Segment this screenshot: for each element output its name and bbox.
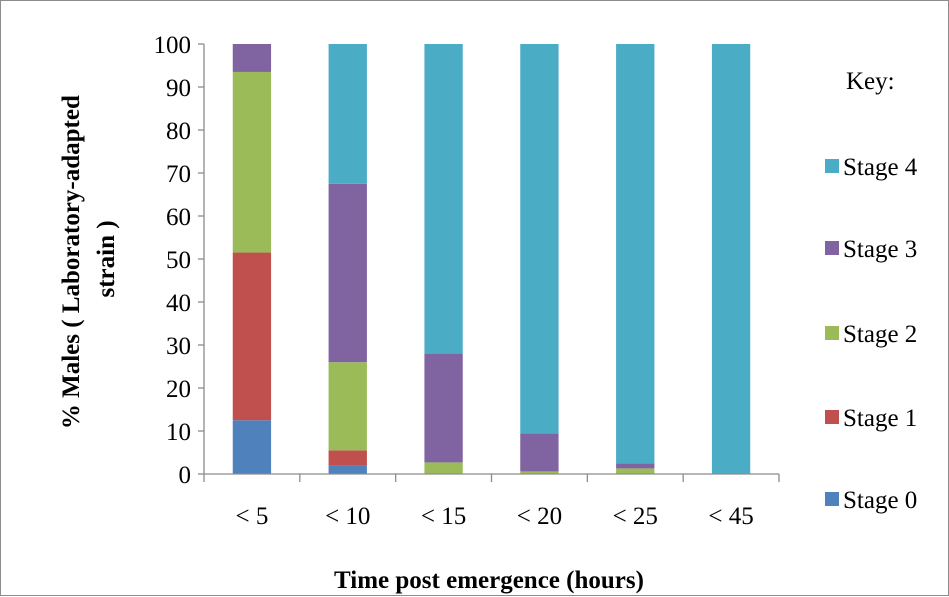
y-tick-label: 70 (166, 161, 191, 188)
bar-stage-0-cat-1 (328, 465, 367, 474)
legend-label-stage-1: Stage 1 (843, 405, 917, 432)
y-tick-label: 30 (166, 333, 191, 360)
bar-stage-4-cat-2 (424, 44, 463, 354)
bar-stage-0-cat-0 (232, 420, 272, 474)
bar-stage-3-cat-1 (328, 183, 367, 363)
legend-label-stage-3: Stage 3 (843, 236, 917, 263)
y-axis-title-line-2: strain ) (93, 220, 120, 297)
y-axis-title: % Males ( Laboratory-adapted strain ) (58, 89, 120, 429)
bar-stage-1-cat-0 (232, 252, 272, 421)
bar-stage-2-cat-2 (424, 462, 463, 474)
legend-swatch-stage-3 (825, 241, 839, 255)
bar-stage-3-cat-4 (616, 463, 655, 469)
bar-stage-3-cat-3 (520, 433, 559, 472)
bars-group (232, 44, 751, 474)
y-tick-label: 0 (179, 462, 192, 489)
legend-swatch-stage-4 (825, 159, 839, 173)
legend-label-stage-2: Stage 2 (843, 321, 917, 348)
x-tick-label: < 20 (517, 503, 562, 530)
bar-stage-4-cat-4 (616, 44, 655, 464)
bar-stage-1-cat-1 (328, 450, 367, 466)
legend-swatch-stage-1 (825, 410, 839, 424)
x-tick-label: < 5 (235, 503, 268, 530)
legend-title: Key: (846, 68, 895, 95)
legend-label-stage-0: Stage 0 (843, 487, 917, 514)
legend-label-stage-4: Stage 4 (843, 154, 918, 181)
legend: Key: Stage 4 Stage 3 Stage 2 Stage 1 Stage 0 (825, 68, 918, 514)
x-axis-title: Time post emergence (hours) (334, 567, 644, 594)
y-tick-label: 90 (166, 75, 191, 102)
y-tick-label: 50 (166, 247, 191, 274)
legend-swatch-stage-2 (825, 326, 839, 340)
y-axis-title-line-1: % Males ( Laboratory-adapted (58, 95, 85, 429)
bar-stage-3-cat-2 (424, 353, 463, 463)
x-tick-label: < 10 (325, 503, 370, 530)
bar-stage-3-cat-0 (232, 44, 272, 72)
axes-group (203, 44, 779, 475)
x-ticks-group: < 5 < 10 < 15 < 20 < 25 < 45 (203, 474, 780, 530)
y-tick-label: 100 (154, 32, 192, 59)
y-tick-label: 20 (166, 376, 191, 403)
x-tick-label: < 15 (421, 503, 466, 530)
bar-stage-2-cat-0 (232, 71, 272, 253)
x-tick-label: < 45 (708, 503, 753, 530)
y-ticks-group: 0 10 20 30 40 50 60 70 80 90 100 (154, 32, 204, 489)
bar-stage-2-cat-1 (328, 362, 367, 451)
y-tick-label: 10 (166, 419, 191, 446)
legend-swatch-stage-0 (825, 492, 839, 506)
bar-stage-2-cat-4 (616, 468, 655, 474)
y-tick-label: 60 (166, 204, 191, 231)
bar-stage-4-cat-5 (711, 44, 751, 474)
y-tick-label: 80 (166, 118, 191, 145)
y-tick-label: 40 (166, 290, 191, 317)
bar-stage-4-cat-1 (328, 44, 367, 184)
x-tick-label: < 25 (613, 503, 658, 530)
bar-stage-2-cat-3 (520, 471, 559, 474)
bar-stage-4-cat-3 (520, 44, 559, 434)
